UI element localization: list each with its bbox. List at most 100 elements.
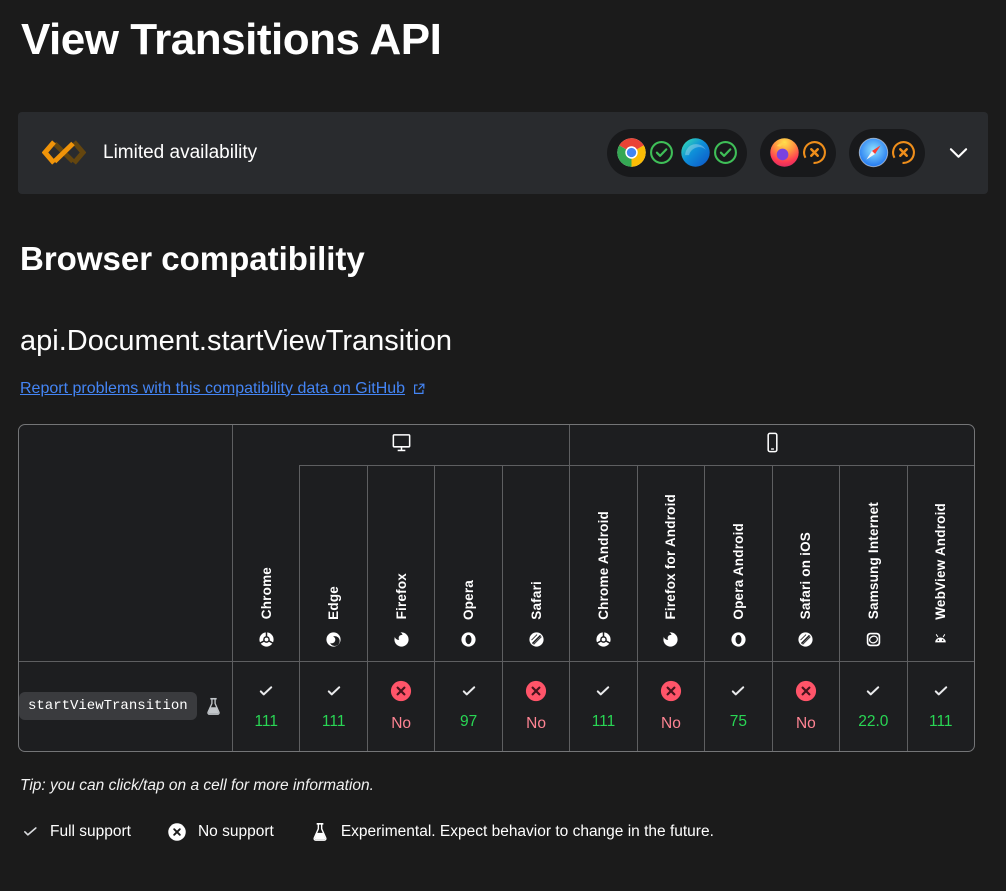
firefox-mono-icon (393, 631, 410, 648)
column-header-firefox: Firefox (366, 464, 435, 661)
android-mono-icon (932, 631, 949, 648)
safari-mono-icon (528, 631, 545, 648)
version-label: 111 (591, 712, 616, 730)
edge-color-icon (680, 137, 711, 168)
legend-label: Full support (50, 822, 131, 840)
support-cell-firefox[interactable]: No (366, 660, 435, 751)
browser-chip (769, 137, 827, 168)
cross-icon (660, 680, 682, 702)
desktop-icon (390, 431, 413, 454)
cross-ring-icon (800, 140, 827, 165)
check-icon (729, 682, 747, 700)
samsung-mono-icon (865, 631, 882, 648)
compat-table-wrap: Chrome Edge Firefox Opera Safari Chrome Andro… (18, 423, 988, 752)
column-header-opera: Opera (434, 464, 502, 661)
feature-subheading: api.Document.startViewTransition (20, 324, 452, 357)
external-link-icon (412, 382, 426, 396)
feature-name-cell: startViewTransition (19, 660, 232, 751)
version-label: No (795, 714, 816, 732)
support-cell-chrome-android[interactable]: 111 (569, 660, 637, 751)
check-icon (864, 682, 882, 700)
browser-header-row: Chrome Edge Firefox Opera Safari Chrome Andro… (19, 464, 974, 661)
support-cell-safari[interactable]: No (501, 660, 570, 751)
browser-support-pill[interactable] (849, 128, 925, 177)
baseline-status-label: Limited availability (103, 141, 258, 163)
support-cell-opera-android[interactable]: 75 (704, 660, 772, 751)
check-icon (460, 682, 478, 700)
report-problems-link[interactable]: Report problems with this compatibility … (20, 379, 406, 397)
column-header-chrome-android: Chrome Android (569, 464, 637, 661)
check-icon (594, 682, 612, 700)
browser-label: Safari on iOS (798, 532, 814, 620)
version-label: 111 (321, 712, 346, 730)
column-header-safari: Safari (501, 464, 570, 661)
cross-circle-icon (167, 822, 187, 842)
legend-item-experimental: Experimental. Expect behavior to change … (310, 822, 714, 842)
chrome-color-icon (616, 137, 647, 168)
support-cell-safari-on-ios[interactable]: No (771, 660, 840, 751)
support-cell-webview-android[interactable]: 111 (906, 660, 974, 751)
check-icon (257, 682, 275, 700)
support-cell-opera[interactable]: 97 (434, 660, 502, 751)
baseline-banner[interactable]: Limited availability (18, 111, 988, 194)
cross-icon (795, 680, 817, 702)
browser-label: Opera Android (730, 522, 746, 620)
section-heading: Browser compatibility (20, 239, 365, 277)
mobile-platform-header (569, 424, 974, 465)
tip-text: Tip: you can click/tap on a cell for mor… (20, 776, 374, 794)
version-label: 75 (729, 712, 748, 730)
browser-chip (858, 137, 916, 168)
column-header-safari-on-ios: Safari on iOS (771, 464, 840, 661)
check-icon (325, 682, 343, 700)
page-title: View Transitions API (21, 15, 442, 64)
browser-chip (680, 137, 738, 168)
check-icon (932, 682, 950, 700)
report-link-row: Report problems with this compatibility … (20, 380, 1006, 398)
flask-icon (310, 822, 330, 842)
support-cell-edge[interactable]: 111 (299, 660, 367, 751)
column-header-opera-android: Opera Android (704, 464, 772, 661)
platform-header-row (19, 424, 974, 465)
browser-label: WebView Android (933, 502, 949, 620)
legend-item-no-support: No support (167, 822, 274, 842)
support-cell-firefox-for-android[interactable]: No (636, 660, 705, 751)
version-label: 111 (928, 712, 953, 730)
version-label: 97 (459, 712, 478, 730)
browser-label: Firefox (393, 573, 409, 620)
legend-label: No support (197, 822, 274, 840)
browser-label: Chrome (258, 567, 274, 620)
version-label: 111 (254, 712, 278, 730)
version-label: No (661, 714, 681, 732)
chevron-down-icon[interactable] (949, 147, 968, 159)
check-ring-icon (647, 140, 674, 165)
compat-table: Chrome Edge Firefox Opera Safari Chrome Andro… (18, 423, 975, 752)
chrome-mono-icon (595, 631, 612, 648)
chrome-mono-icon (258, 631, 275, 648)
browser-support-pill[interactable] (607, 128, 747, 177)
edge-mono-icon (325, 631, 342, 648)
table-corner-cell (19, 425, 232, 661)
legend-item-full-support: Full support (22, 823, 131, 841)
browser-support-pill[interactable] (760, 128, 836, 177)
column-header-firefox-for-android: Firefox for Android (636, 464, 705, 661)
support-cell-chrome[interactable]: 111 (232, 660, 300, 751)
cross-icon (525, 680, 547, 702)
cross-ring-icon (889, 140, 916, 165)
baseline-limited-icon (42, 139, 86, 166)
browser-label: Chrome Android (595, 510, 611, 620)
feature-support-row: startViewTransition 111 111 No 97 No 111 No 75 N… (19, 660, 974, 751)
column-header-samsung-internet: Samsung Internet (839, 464, 907, 661)
firefox-mono-icon (662, 631, 679, 648)
legend-check-icon (22, 823, 39, 840)
legend-label: Experimental. Expect behavior to change … (340, 822, 714, 840)
flask-icon (204, 696, 223, 717)
browser-label: Samsung Internet (865, 502, 881, 620)
support-cell-samsung-internet[interactable]: 22.0 (839, 660, 907, 751)
firefox-color-icon (769, 137, 800, 168)
browser-label: Opera (461, 579, 477, 620)
browser-label: Firefox for Android (663, 493, 679, 620)
browser-chip (616, 137, 674, 168)
desktop-platform-header (232, 424, 569, 465)
check-ring-icon (711, 140, 738, 165)
column-header-webview-android: WebView Android (906, 464, 974, 661)
